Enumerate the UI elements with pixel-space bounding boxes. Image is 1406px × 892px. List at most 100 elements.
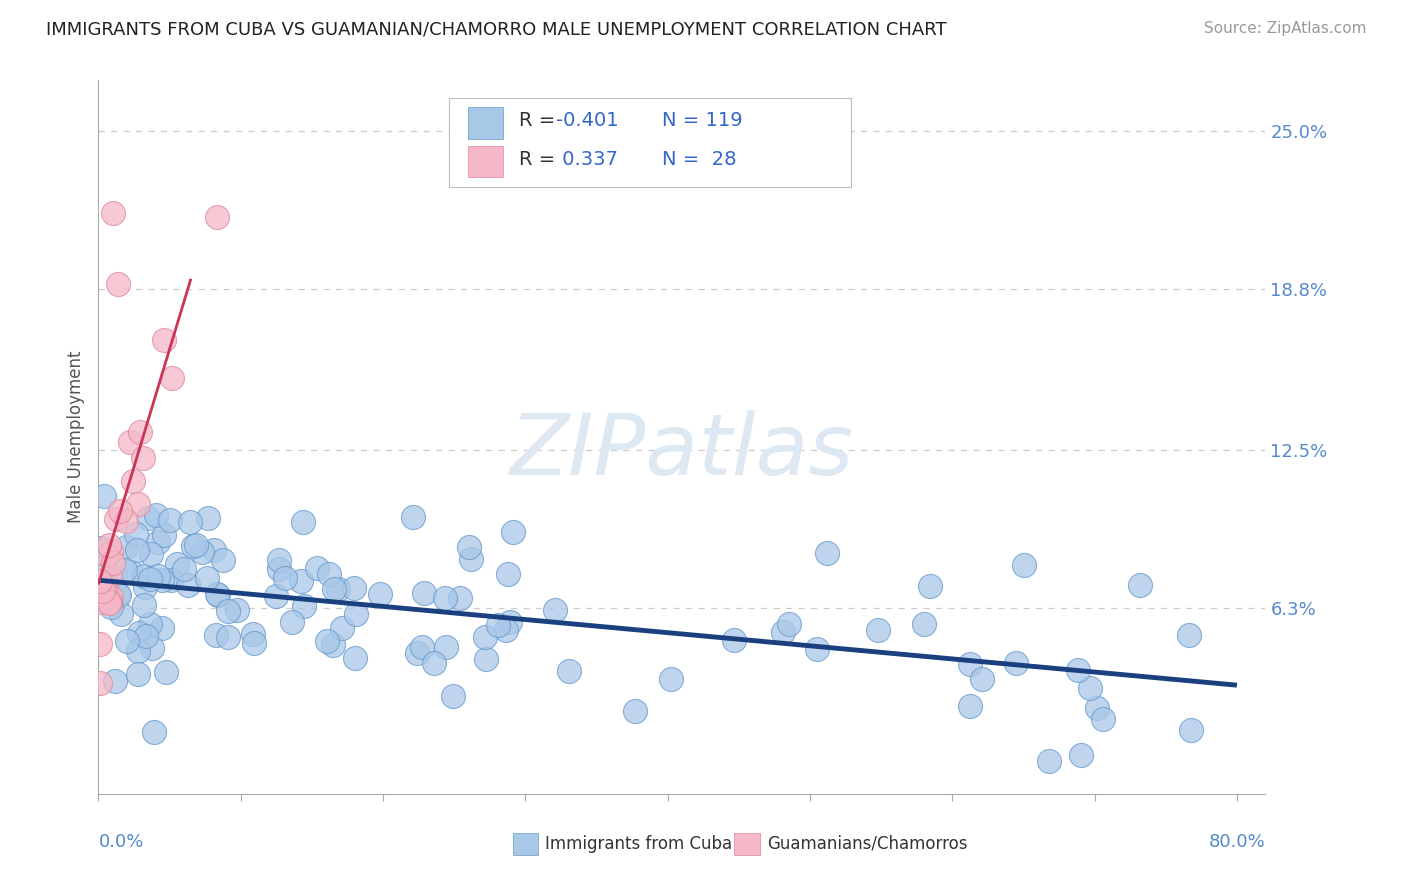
Point <box>269 553 291 567</box>
Point <box>191 545 214 559</box>
Point <box>202 543 225 558</box>
Text: N =  28: N = 28 <box>662 150 737 169</box>
Point <box>806 642 828 657</box>
FancyBboxPatch shape <box>468 107 503 138</box>
Point <box>316 633 339 648</box>
Point <box>132 450 155 465</box>
Point <box>179 515 201 529</box>
Point <box>495 623 517 637</box>
Point <box>343 581 366 595</box>
Point <box>226 603 249 617</box>
Point <box>866 623 889 637</box>
Point <box>160 573 183 587</box>
Point <box>344 650 367 665</box>
Point <box>134 569 156 583</box>
Text: R =: R = <box>519 112 561 130</box>
Point <box>959 699 981 714</box>
Point <box>132 598 155 612</box>
Text: R =: R = <box>519 150 561 169</box>
Point <box>498 567 520 582</box>
Point <box>181 540 204 554</box>
Point <box>1178 628 1201 642</box>
Point <box>101 557 124 571</box>
Point <box>100 599 122 614</box>
Point <box>1085 701 1108 715</box>
Point <box>449 591 471 605</box>
Point <box>1129 578 1152 592</box>
Point <box>281 615 304 629</box>
Point <box>1067 663 1090 677</box>
Point <box>139 547 162 561</box>
Text: Source: ZipAtlas.com: Source: ZipAtlas.com <box>1204 21 1367 36</box>
Point <box>90 541 112 555</box>
Point <box>1004 656 1026 670</box>
Point <box>153 528 176 542</box>
Point <box>195 571 218 585</box>
Point <box>1080 681 1102 695</box>
Point <box>129 425 152 439</box>
Point <box>139 617 162 632</box>
Point <box>115 540 138 554</box>
Point <box>436 640 458 655</box>
Point <box>155 665 177 680</box>
Point <box>475 652 498 666</box>
Point <box>1038 754 1060 768</box>
Point <box>128 626 150 640</box>
Y-axis label: Male Unemployment: Male Unemployment <box>66 351 84 524</box>
Point <box>96 548 118 562</box>
Point <box>323 582 346 596</box>
Point <box>117 634 139 648</box>
Point <box>98 569 121 583</box>
Point <box>100 590 122 604</box>
Point <box>332 621 354 635</box>
Point <box>121 474 143 488</box>
Point <box>127 667 149 681</box>
Point <box>217 630 239 644</box>
Point <box>173 562 195 576</box>
Point <box>486 618 509 632</box>
Point <box>141 640 163 655</box>
Point <box>1070 747 1092 762</box>
Point <box>197 510 219 524</box>
Point <box>212 553 235 567</box>
Point <box>139 572 162 586</box>
Point <box>105 512 128 526</box>
Point <box>93 584 115 599</box>
Point <box>422 656 444 670</box>
Point <box>207 588 229 602</box>
Text: 0.337: 0.337 <box>555 150 617 169</box>
Point <box>344 607 367 622</box>
Point <box>94 574 117 588</box>
Point <box>115 514 138 528</box>
Point <box>162 371 184 385</box>
Point <box>89 576 111 591</box>
FancyBboxPatch shape <box>449 98 851 187</box>
Point <box>274 571 297 585</box>
Point <box>89 595 111 609</box>
Point <box>972 672 994 686</box>
Point <box>127 644 149 658</box>
Point <box>266 589 288 603</box>
Point <box>406 647 429 661</box>
FancyBboxPatch shape <box>468 145 503 178</box>
Point <box>110 504 132 518</box>
Point <box>659 673 682 687</box>
Point <box>242 627 264 641</box>
Point <box>290 574 312 588</box>
Point <box>177 578 200 592</box>
Point <box>89 574 111 588</box>
Point <box>108 588 131 602</box>
Point <box>127 543 149 558</box>
Point <box>110 607 132 621</box>
Point <box>100 544 122 558</box>
Point <box>322 638 344 652</box>
Point <box>411 640 433 655</box>
FancyBboxPatch shape <box>734 833 761 855</box>
Text: N = 119: N = 119 <box>662 112 742 130</box>
Point <box>205 587 228 601</box>
Point <box>107 277 129 292</box>
Point <box>912 617 935 632</box>
Point <box>136 511 159 525</box>
Point <box>94 558 117 573</box>
Point <box>127 497 149 511</box>
